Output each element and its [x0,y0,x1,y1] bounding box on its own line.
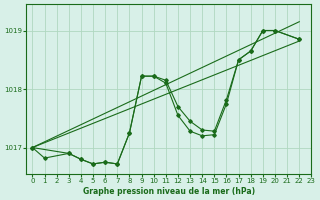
X-axis label: Graphe pression niveau de la mer (hPa): Graphe pression niveau de la mer (hPa) [83,187,255,196]
